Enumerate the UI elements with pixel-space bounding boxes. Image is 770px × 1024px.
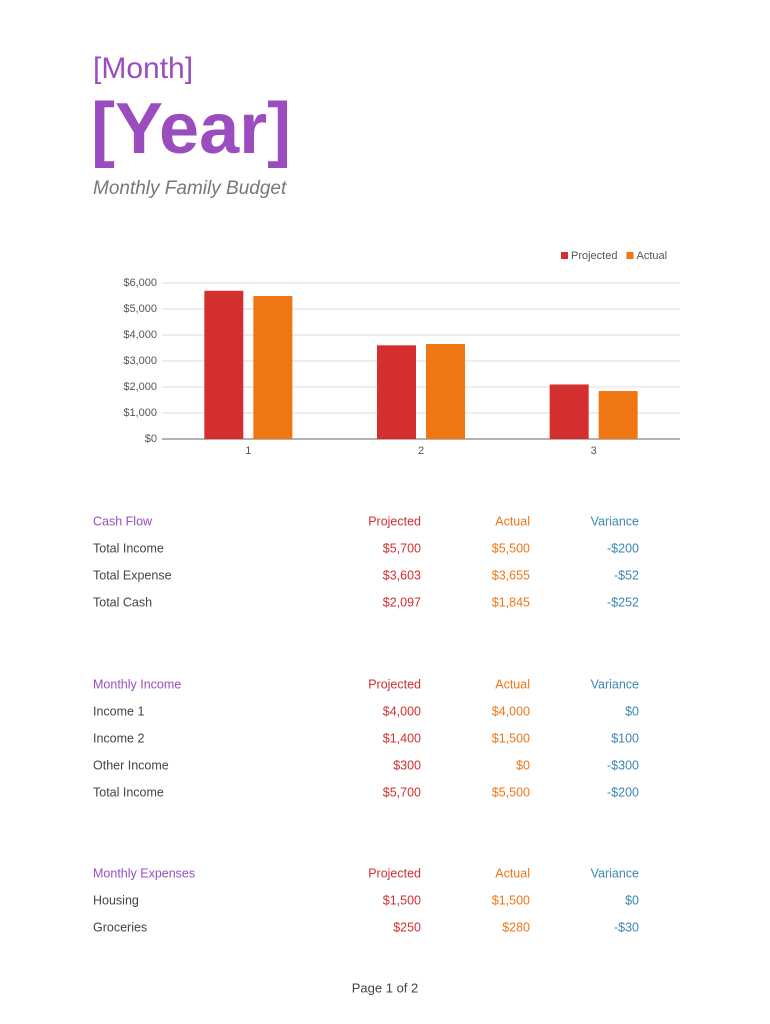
footer: Page 1 of 2 [352,980,419,995]
table-cell: $3,655 [492,568,530,582]
table-cell: Other Income [93,758,169,772]
table-cell: $5,500 [492,785,530,799]
table-header-cell: Projected [368,866,421,880]
legend-label: Actual [636,250,667,262]
year: [Year] [91,89,291,169]
table-cell: $2,097 [383,595,421,609]
table-cell: $0 [516,758,530,772]
bar [253,296,293,439]
table-cell: $300 [393,758,421,772]
table-cell: $4,000 [383,704,421,718]
y-tick-label: $5,000 [123,303,157,315]
y-tick-label: $2,000 [123,381,157,393]
table-header-cell: Variance [591,677,639,691]
table-cell: $0 [625,704,639,718]
legend-label: Projected [571,250,617,262]
table-header-cell: Variance [591,514,639,528]
table-cell: $5,500 [492,541,530,555]
table-header-cell: Actual [495,677,530,691]
y-tick-label: $1,000 [123,407,157,419]
table-header-cell: Actual [495,866,530,880]
table-cell: $4,000 [492,704,530,718]
table-cell: Total Cash [93,595,152,609]
y-tick-label: $4,000 [123,329,157,341]
x-tick-label: 1 [245,445,251,457]
table-cell: $1,845 [492,595,530,609]
month: [Month] [93,52,193,85]
table-cell: $3,603 [383,568,421,582]
table-header-cell: Projected [368,514,421,528]
table-cell: Total Expense [93,568,172,582]
table-cell: -$300 [607,758,639,772]
table-header-cell: Variance [591,866,639,880]
table-cell: Groceries [93,920,147,934]
table-cell: Housing [93,893,139,907]
table-cell: -$200 [607,541,639,555]
table-cell: $1,500 [492,893,530,907]
table-cell: Total Income [93,541,164,555]
table-cell: -$52 [614,568,639,582]
table-header-cell: Cash Flow [93,514,153,528]
subtitle: Monthly Family Budget [93,178,287,199]
table-header-cell: Actual [495,514,530,528]
y-tick-label: $0 [145,433,157,445]
table-cell: $5,700 [383,785,421,799]
table-cell: -$200 [607,785,639,799]
table-cell: $5,700 [383,541,421,555]
bar [549,384,589,439]
table-cell: Income 2 [93,731,144,745]
y-tick-label: $6,000 [123,277,157,289]
table-cell: -$30 [614,920,639,934]
table-header-cell: Projected [368,677,421,691]
table-cell: $250 [393,920,421,934]
table-header-cell: Monthly Expenses [93,866,195,880]
bar [377,345,416,439]
x-tick-label: 3 [591,445,597,457]
table-cell: $100 [611,731,639,745]
bar [204,290,244,439]
table-cell: $1,400 [383,731,421,745]
table-cell: $1,500 [492,731,530,745]
table-cell: Total Income [93,785,164,799]
table-cell: $1,500 [383,893,421,907]
legend-swatch [626,252,634,259]
table-cell: -$252 [607,595,639,609]
bar [598,391,638,439]
x-tick-label: 2 [418,445,424,457]
bar [426,343,465,439]
table-cell: $0 [625,893,639,907]
y-tick-label: $3,000 [123,355,157,367]
table-cell: $280 [502,920,530,934]
legend-swatch [561,252,568,259]
table-cell: Income 1 [93,704,144,718]
table-header-cell: Monthly Income [93,677,181,691]
